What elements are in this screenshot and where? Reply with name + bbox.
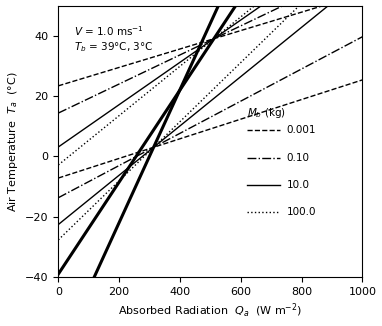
Text: 0.001: 0.001 [286,126,316,135]
Text: $V$ = 1.0 ms$^{-1}$
$T_b$ = 39°C, 3°C: $V$ = 1.0 ms$^{-1}$ $T_b$ = 39°C, 3°C [74,24,153,54]
Text: 10.0: 10.0 [286,180,309,190]
Text: 100.0: 100.0 [286,207,316,217]
Y-axis label: Air Temperature  $T_a$  (°C): Air Temperature $T_a$ (°C) [6,71,19,212]
Text: 0.10: 0.10 [286,153,309,163]
Text: $M_b$ (kg): $M_b$ (kg) [247,106,286,120]
X-axis label: Absorbed Radiation  $Q_a$  (W m$^{-2}$): Absorbed Radiation $Q_a$ (W m$^{-2}$) [118,302,303,320]
